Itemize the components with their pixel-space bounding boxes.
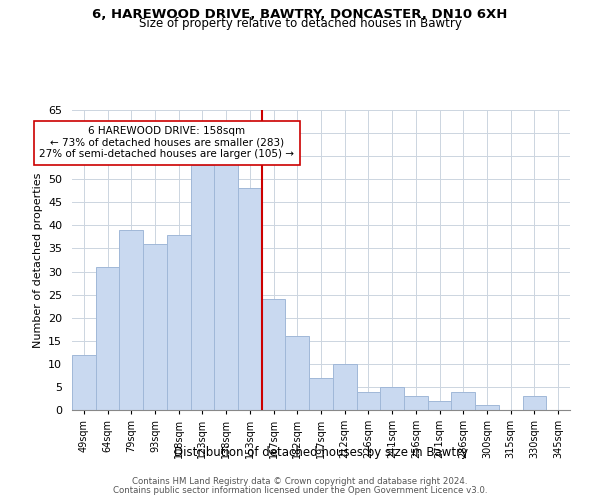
Text: Contains public sector information licensed under the Open Government Licence v3: Contains public sector information licen…	[113, 486, 487, 495]
Bar	[309, 378, 333, 410]
Bar	[96, 267, 119, 410]
Bar	[119, 230, 143, 410]
Bar	[333, 364, 356, 410]
Bar	[167, 234, 191, 410]
Bar	[380, 387, 404, 410]
Bar	[143, 244, 167, 410]
Bar	[262, 299, 286, 410]
Bar	[523, 396, 546, 410]
Text: 6, HAREWOOD DRIVE, BAWTRY, DONCASTER, DN10 6XH: 6, HAREWOOD DRIVE, BAWTRY, DONCASTER, DN…	[92, 8, 508, 20]
Bar	[214, 161, 238, 410]
Bar	[286, 336, 309, 410]
Bar	[238, 188, 262, 410]
Bar	[451, 392, 475, 410]
Bar	[72, 354, 96, 410]
Bar	[404, 396, 428, 410]
Text: Contains HM Land Registry data © Crown copyright and database right 2024.: Contains HM Land Registry data © Crown c…	[132, 477, 468, 486]
Bar	[356, 392, 380, 410]
Bar	[428, 401, 451, 410]
Text: 6 HAREWOOD DRIVE: 158sqm
← 73% of detached houses are smaller (283)
27% of semi-: 6 HAREWOOD DRIVE: 158sqm ← 73% of detach…	[40, 126, 295, 160]
Y-axis label: Number of detached properties: Number of detached properties	[32, 172, 43, 348]
Text: Size of property relative to detached houses in Bawtry: Size of property relative to detached ho…	[139, 18, 461, 30]
Text: Distribution of detached houses by size in Bawtry: Distribution of detached houses by size …	[174, 446, 468, 459]
Bar	[475, 406, 499, 410]
Bar	[191, 166, 214, 410]
